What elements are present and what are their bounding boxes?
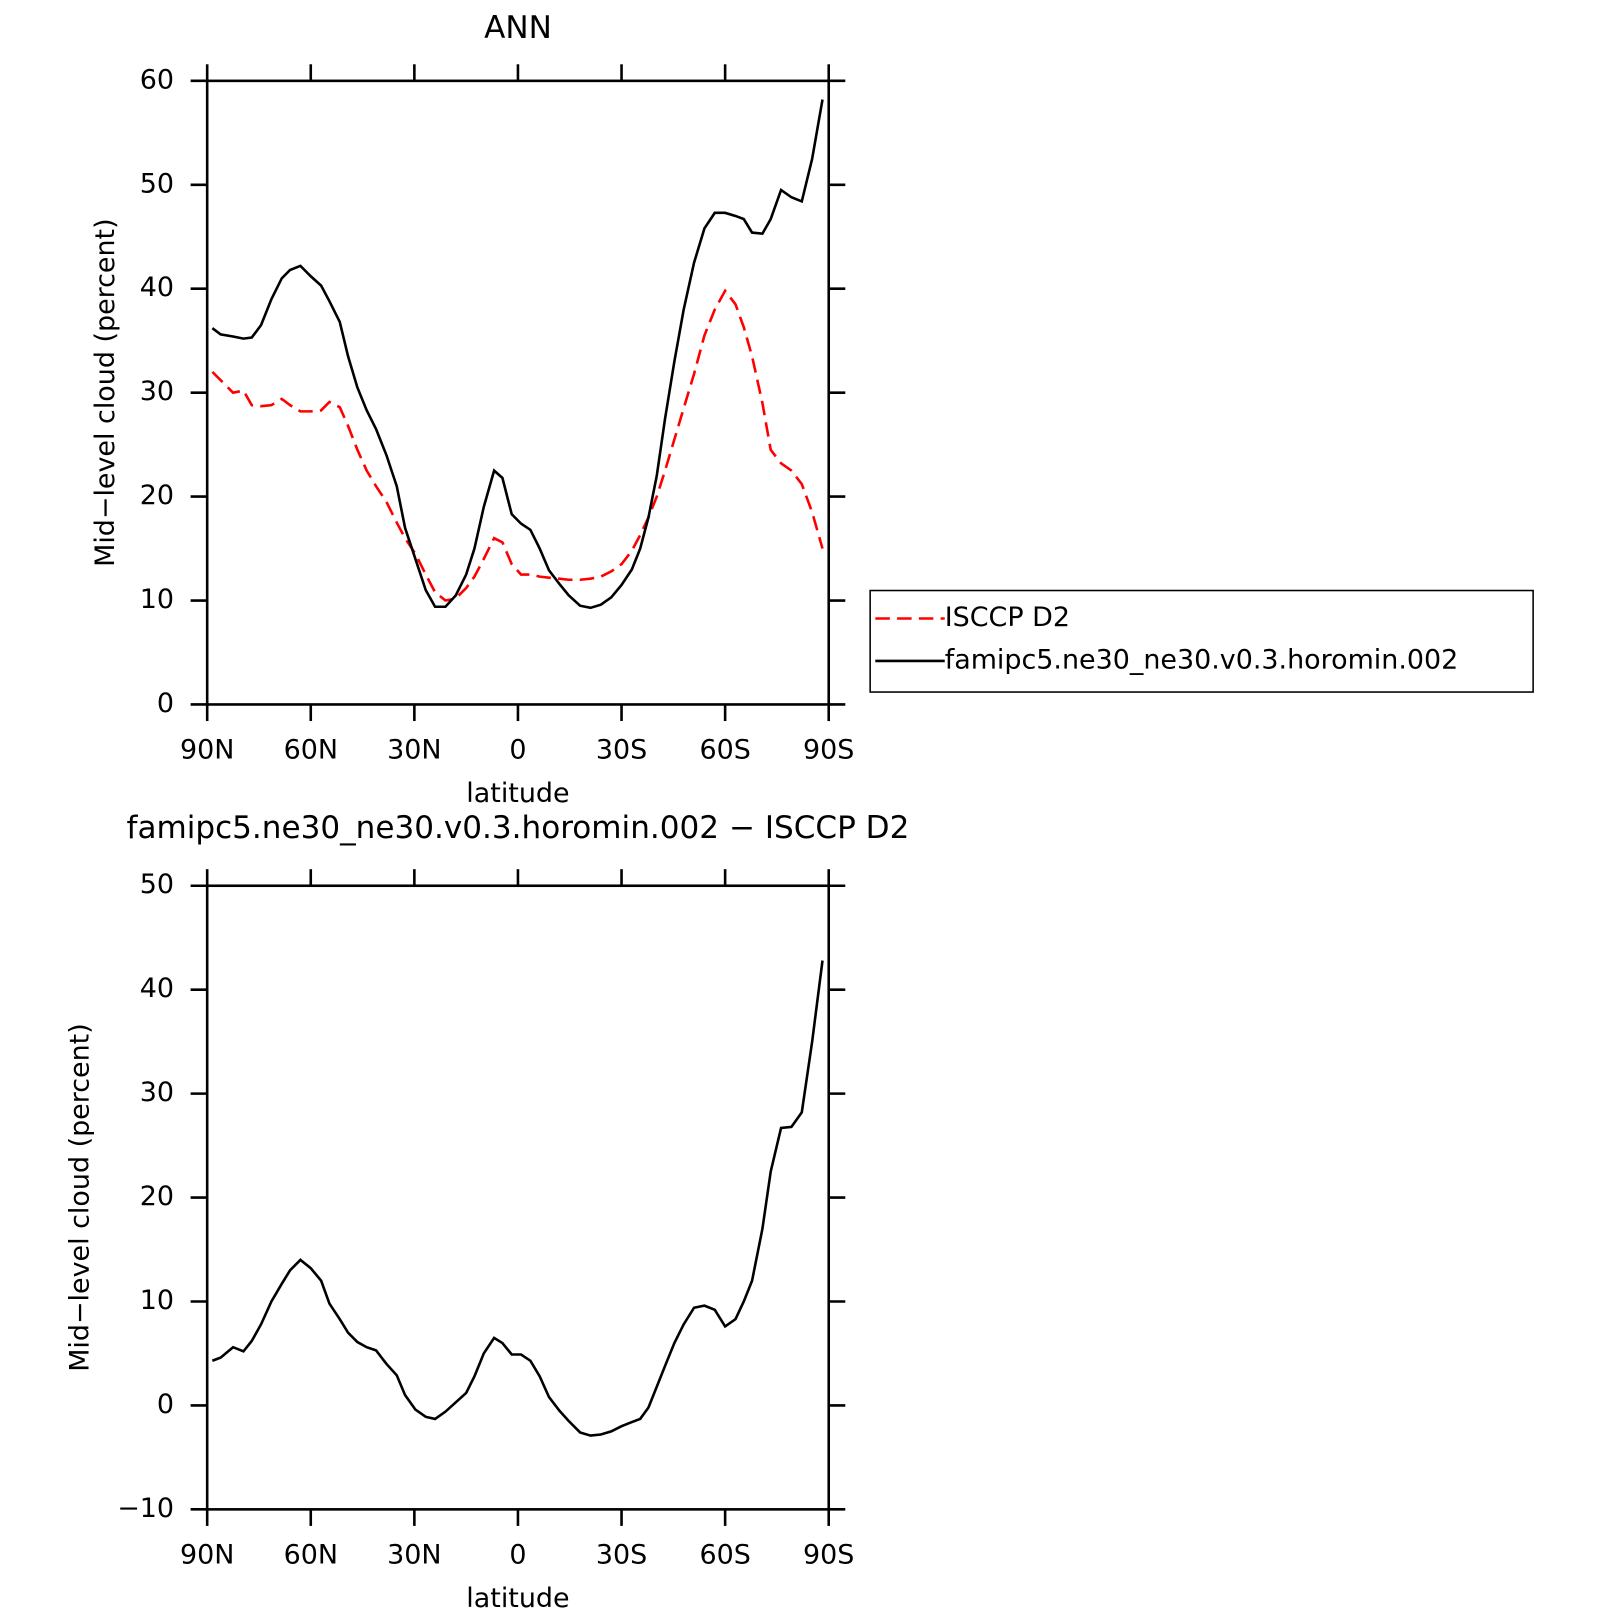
y-tick-label: 30 [140, 376, 174, 407]
chart-title: ANN [484, 10, 552, 46]
x-tick-label: 60N [284, 1539, 338, 1570]
y-tick-label: 40 [140, 272, 174, 303]
x-tick-label: 30S [596, 735, 647, 766]
x-axis-label: latitude [466, 778, 569, 809]
y-tick-label: 0 [157, 688, 174, 719]
y-tick-label: 10 [140, 1285, 174, 1316]
y-tick-label: 40 [140, 973, 174, 1004]
y-tick-label: 30 [140, 1077, 174, 1108]
y-tick-label: 50 [140, 869, 174, 900]
x-tick-label: 90N [180, 735, 234, 766]
legend-label: ISCCP D2 [945, 602, 1070, 633]
y-tick-label: 0 [157, 1389, 174, 1420]
line-series [211, 288, 824, 602]
x-tick-label: 30S [596, 1539, 647, 1570]
x-axis-label: latitude [466, 1583, 569, 1613]
plot-frame [205, 884, 831, 1511]
y-tick-label: 50 [140, 168, 174, 199]
x-tick-label: 90N [180, 1539, 234, 1570]
x-tick-label: 0 [509, 735, 526, 766]
legend-label: famipc5.ne30_ne30.v0.3.horomin.002 [945, 644, 1459, 675]
legend-box [869, 589, 1534, 693]
plot-frame [205, 79, 831, 706]
y-axis-label: Mid−level cloud (percent) [64, 1023, 95, 1372]
x-tick-label: 30N [387, 735, 441, 766]
chart-title: famipc5.ne30_ne30.v0.3.horomin.002 − ISC… [127, 810, 910, 846]
y-tick-label: −10 [117, 1493, 174, 1524]
x-tick-label: 60S [699, 1539, 750, 1570]
x-tick-label: 0 [509, 1539, 526, 1570]
y-tick-label: 60 [140, 64, 174, 95]
line-series [211, 99, 824, 610]
x-tick-label: 60N [284, 735, 338, 766]
x-tick-label: 90S [803, 1539, 854, 1570]
x-tick-label: 30N [387, 1539, 441, 1570]
y-tick-label: 20 [140, 1181, 174, 1212]
line-series [211, 960, 824, 1437]
x-tick-label: 60S [699, 735, 750, 766]
y-axis-label: Mid−level cloud (percent) [90, 218, 121, 567]
y-tick-label: 10 [140, 584, 174, 615]
x-tick-label: 90S [803, 735, 854, 766]
y-tick-label: 20 [140, 480, 174, 511]
